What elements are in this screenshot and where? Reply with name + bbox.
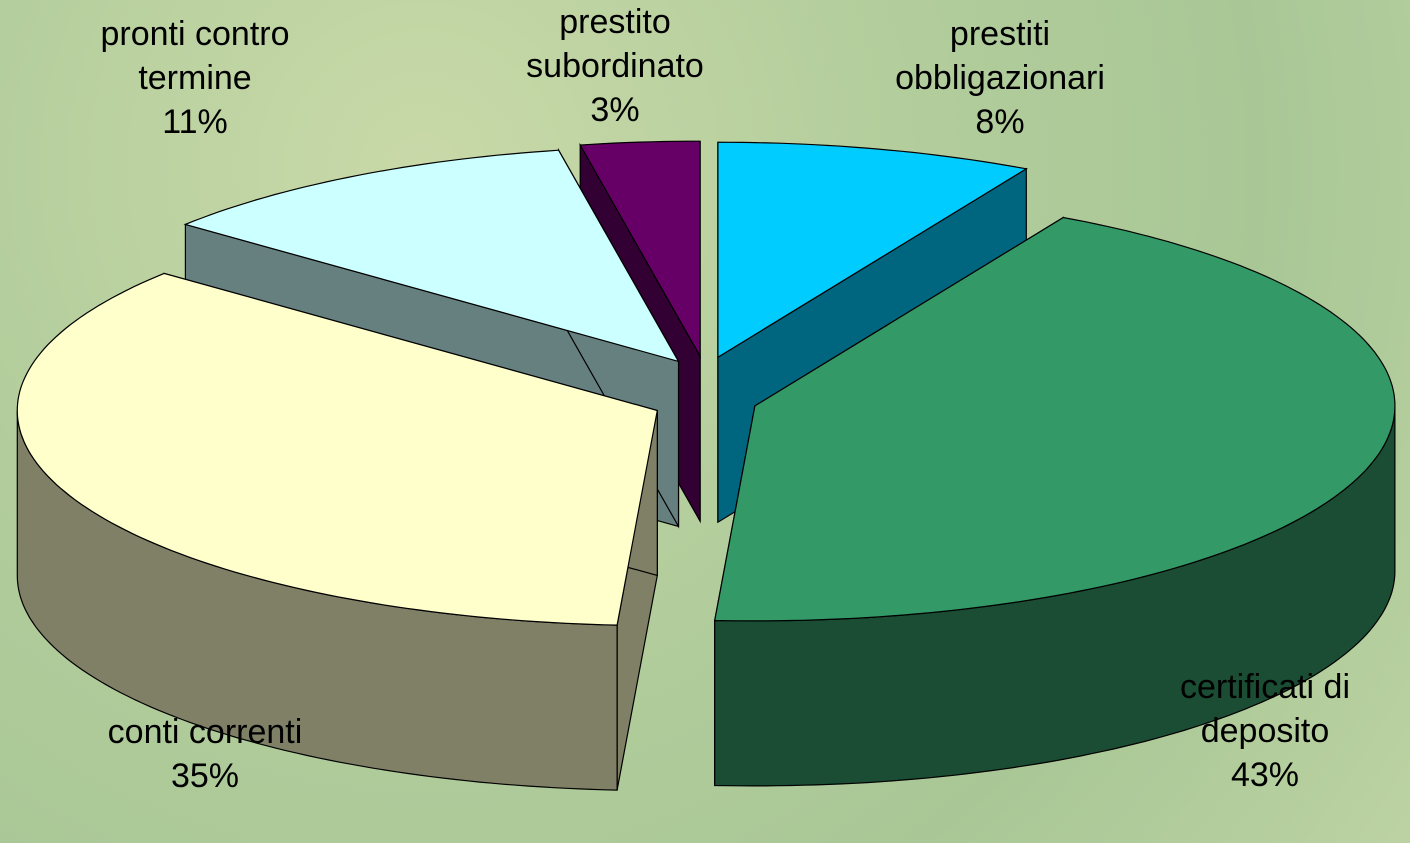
- slice: [717, 141, 1028, 359]
- category-label: prestito subordinato: [526, 3, 704, 85]
- value-label: 35%: [170, 757, 240, 795]
- slice: [183, 149, 680, 363]
- slice-label: conti correnti 35%: [45, 710, 365, 798]
- value-label: 3%: [590, 91, 640, 129]
- category-label: certificati di deposito: [1179, 668, 1351, 750]
- slice-label: pronti contro termine 11%: [55, 12, 335, 144]
- category-label: pronti contro termine: [100, 15, 290, 97]
- category-label: conti correnti: [107, 713, 303, 751]
- slice: [16, 272, 658, 626]
- slice-label: prestiti obbligazionari 8%: [855, 12, 1145, 144]
- slice: [713, 216, 1396, 622]
- slice: [579, 140, 701, 359]
- value-label: 8%: [975, 103, 1025, 141]
- value-label: 11%: [162, 103, 228, 141]
- slice-label: certificati di deposito 43%: [1140, 665, 1390, 797]
- category-label: prestiti obbligazionari: [895, 15, 1105, 97]
- value-label: 43%: [1230, 756, 1300, 794]
- slice-label: prestito subordinato 3%: [495, 0, 735, 132]
